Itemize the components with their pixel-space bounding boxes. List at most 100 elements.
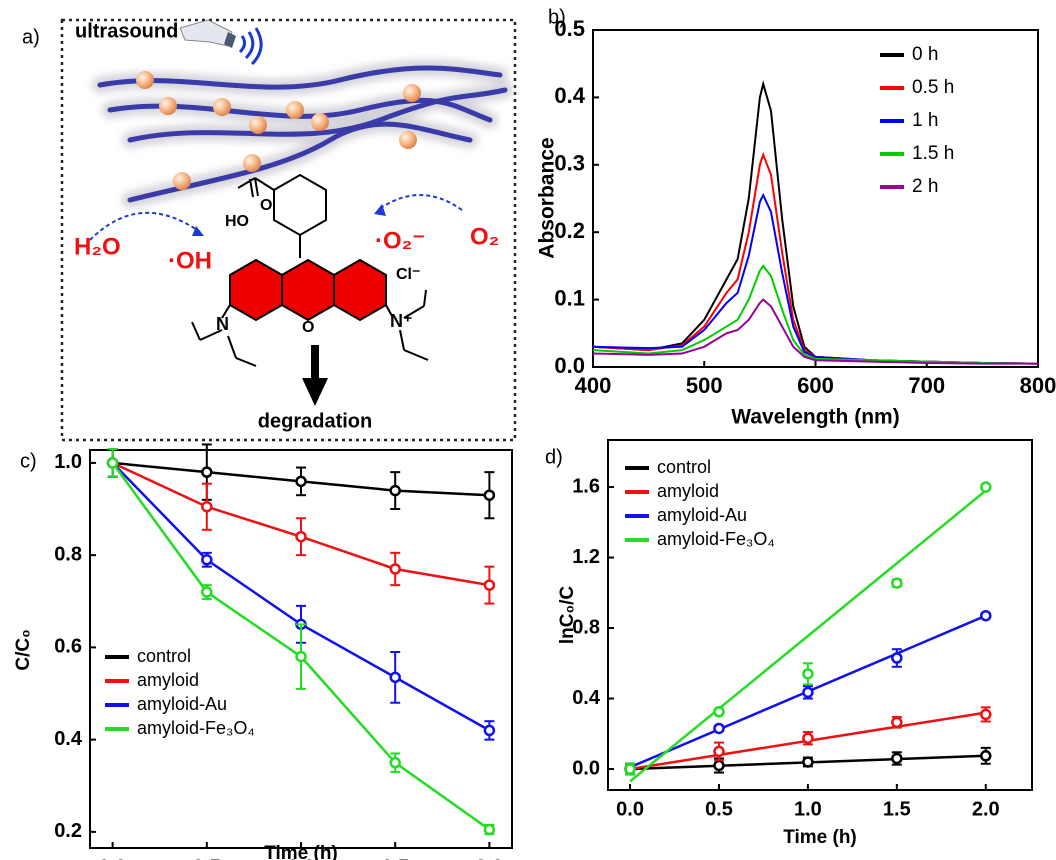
legend-label: 0 h	[912, 44, 938, 65]
legend-label: 0.5 h	[912, 77, 954, 98]
data-point	[483, 579, 496, 591]
legend-label: amyloid-Au	[657, 505, 747, 525]
y-axis-title: C/C₀	[13, 629, 34, 670]
y-tick-label: 0.3	[554, 151, 585, 176]
data-point	[295, 530, 307, 543]
legend-label: control	[137, 646, 191, 666]
species-label: ·O₂⁻	[375, 227, 425, 254]
y-tick-label: 0.0	[572, 757, 600, 779]
x-tick-label: 0.0	[99, 856, 127, 860]
y-tick-label: 0.1	[554, 285, 585, 310]
data-point	[891, 752, 903, 765]
x-tick-label: 500	[686, 373, 723, 398]
data-point	[201, 500, 213, 513]
x-tick-label: 0.0	[616, 798, 644, 820]
x-axis-title: Wavelength (nm)	[731, 406, 899, 429]
data-point	[295, 650, 307, 663]
data-point	[980, 750, 992, 762]
data-point	[713, 706, 725, 718]
data-point	[713, 722, 725, 735]
atom-label: N	[216, 314, 229, 334]
data-point	[624, 763, 636, 775]
y-tick-label: 0.5	[554, 16, 585, 41]
legend-label: amyloid-Au	[137, 694, 227, 714]
arrow-head	[192, 226, 204, 236]
y-tick-label: 0.6	[54, 636, 82, 658]
data-point	[891, 652, 903, 664]
data-point	[483, 823, 496, 836]
data-point	[389, 484, 401, 497]
y-tick-label: 0.8	[572, 616, 600, 638]
arrow-head	[374, 204, 386, 216]
result-label: degradation	[258, 410, 372, 432]
y-tick-label: 1.2	[572, 546, 600, 568]
x-tick-label: 600	[797, 373, 834, 398]
plot-frame	[607, 439, 1033, 791]
atom-label: O	[260, 197, 272, 214]
x-tick-label: 800	[1020, 373, 1056, 398]
data-point	[389, 756, 401, 769]
spectrum-line	[592, 264, 1039, 365]
data-point	[389, 563, 401, 575]
plot-frame	[592, 29, 1039, 368]
atom-label: HO	[225, 213, 249, 230]
data-point	[891, 577, 903, 589]
data-point	[980, 609, 992, 622]
data-point	[802, 668, 814, 680]
spectrum-line	[592, 298, 1038, 365]
y-tick-label: 0.4	[572, 687, 601, 709]
legend-label: amyloid	[657, 481, 719, 501]
y-axis-title: lnC₀/C	[557, 586, 578, 644]
panel-label: a)	[22, 26, 40, 48]
rhodamine-molecule	[191, 173, 429, 367]
species-label: ·OH	[168, 247, 212, 274]
y-tick-label: 0.8	[54, 543, 82, 565]
degradation-arrow	[302, 345, 328, 406]
y-tick-label: 1.6	[572, 475, 600, 497]
data-point	[483, 489, 496, 501]
y-tick-label: 0.4	[554, 83, 585, 108]
x-axis-title: Time (h)	[264, 843, 338, 860]
data-point	[201, 586, 213, 598]
y-tick-label: 1.0	[54, 451, 82, 473]
data-point	[295, 475, 307, 488]
nanoparticles	[136, 71, 421, 190]
data-point	[106, 457, 119, 469]
trend-line	[111, 462, 491, 732]
y-tick-label: 0.2	[54, 820, 82, 842]
panel-label: c)	[20, 450, 37, 472]
x-tick-label: 1.0	[287, 856, 315, 860]
spectrum-line	[592, 192, 1039, 365]
spectrum-line	[592, 80, 1039, 365]
data-point	[891, 716, 903, 729]
x-tick-label: 2.0	[475, 856, 503, 860]
data-point	[802, 732, 814, 744]
atom-label: Cl⁻	[396, 266, 420, 283]
fibers	[92, 60, 513, 208]
data-point	[802, 756, 814, 768]
fit-line	[629, 489, 987, 783]
panel-label: d)	[545, 446, 563, 468]
legend-label: 1 h	[912, 110, 938, 131]
y-tick-label: 0.2	[554, 218, 585, 243]
y-axis-title: Absorbance	[536, 137, 559, 258]
frame	[60, 18, 517, 442]
panel-label: b)	[548, 6, 566, 28]
legend-label: control	[657, 457, 711, 477]
data-point	[201, 554, 213, 566]
spectrum-line	[592, 151, 1039, 365]
atom-label: O	[302, 319, 314, 336]
data-point	[980, 708, 992, 721]
data-point	[201, 466, 213, 478]
x-tick-label: 0.5	[705, 798, 733, 820]
legend-label: 2 h	[912, 176, 938, 197]
ultrasound-probe	[179, 19, 263, 66]
x-tick-label: 1.5	[381, 856, 409, 860]
y-tick-label: 0.4	[54, 728, 83, 750]
x-axis-title: Time (h)	[783, 827, 857, 848]
reaction-arrows	[89, 194, 463, 241]
atom-label: N⁺	[390, 311, 413, 331]
legend-label: amyloid-Fe₃O₄	[137, 718, 255, 738]
data-point	[713, 745, 725, 758]
